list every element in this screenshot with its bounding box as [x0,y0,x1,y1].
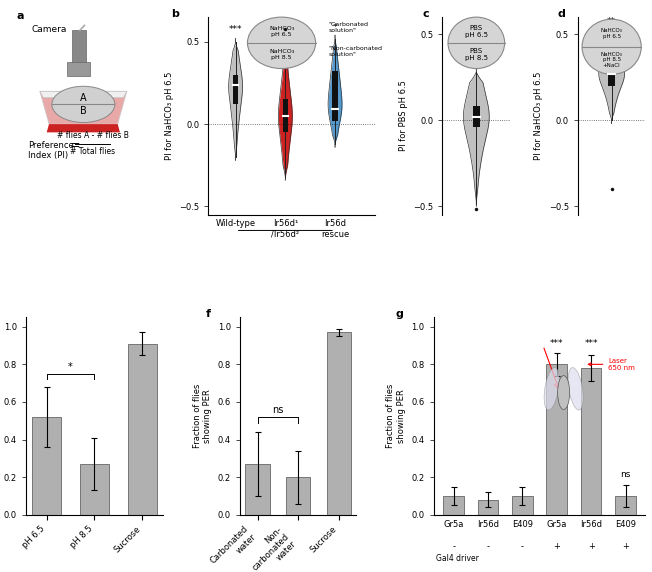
Text: ***: *** [550,339,563,348]
Bar [128,344,156,515]
Bar [286,477,310,515]
Bar [546,364,567,515]
Text: ***: *** [584,339,598,348]
Text: Camera: Camera [32,25,67,34]
FancyBboxPatch shape [333,72,338,121]
Ellipse shape [557,376,570,410]
Y-axis label: PI for NaHCO₃ pH 6.5: PI for NaHCO₃ pH 6.5 [164,72,173,160]
Text: "Non-carbonated
solution": "Non-carbonated solution" [328,46,382,57]
FancyBboxPatch shape [233,75,239,104]
FancyBboxPatch shape [608,60,615,86]
Ellipse shape [568,368,583,410]
Text: +: + [587,542,595,551]
Y-axis label: Fraction of flies
showing PER: Fraction of flies showing PER [193,384,213,448]
Ellipse shape [544,368,559,410]
Text: *: * [333,23,337,33]
FancyBboxPatch shape [282,100,288,132]
Bar [443,496,464,515]
Y-axis label: Fraction of flies
showing PER: Fraction of flies showing PER [387,384,406,448]
Text: d: d [557,9,565,19]
Text: *: * [68,362,73,372]
Y-axis label: PI for NaHCO₃ pH 6.5: PI for NaHCO₃ pH 6.5 [534,72,543,160]
Text: ns: ns [280,17,291,26]
Text: b: b [171,9,179,19]
Text: Laser
650 nm: Laser 650 nm [588,358,635,371]
Text: -: - [452,542,455,551]
Bar [245,464,270,515]
Polygon shape [40,91,127,98]
Bar [33,417,61,515]
Bar [615,496,636,515]
Bar [478,500,498,515]
Text: # flies A - # flies B: # flies A - # flies B [57,131,128,140]
Ellipse shape [52,86,115,122]
Text: B: B [80,106,87,116]
Text: -: - [521,542,524,551]
Text: **: ** [607,17,616,26]
Text: f: f [205,309,211,319]
FancyBboxPatch shape [67,62,90,77]
Bar [512,496,533,515]
Text: ***: *** [229,25,243,34]
Text: -: - [486,542,490,551]
Text: # Total flies: # Total flies [70,147,115,156]
Text: g: g [396,309,404,319]
Text: c: c [422,9,429,19]
Text: +: + [622,542,629,551]
Text: Preference
Index (PI): Preference Index (PI) [29,141,74,160]
Bar [327,332,351,515]
Bar [80,464,109,515]
Text: ns: ns [273,405,284,415]
Bar [581,368,602,515]
Polygon shape [47,124,120,132]
Text: +: + [554,542,560,551]
Text: a: a [17,11,24,21]
Y-axis label: PI for PBS pH 6.5: PI for PBS pH 6.5 [399,81,408,152]
Text: "Carbonated
solution": "Carbonated solution" [328,22,368,33]
Text: =: = [70,139,80,152]
Polygon shape [40,91,127,124]
FancyBboxPatch shape [72,30,85,63]
FancyBboxPatch shape [473,106,480,127]
Text: A: A [80,93,87,103]
Text: ns: ns [620,470,630,479]
Text: Gal4 driver: Gal4 driver [436,554,479,563]
